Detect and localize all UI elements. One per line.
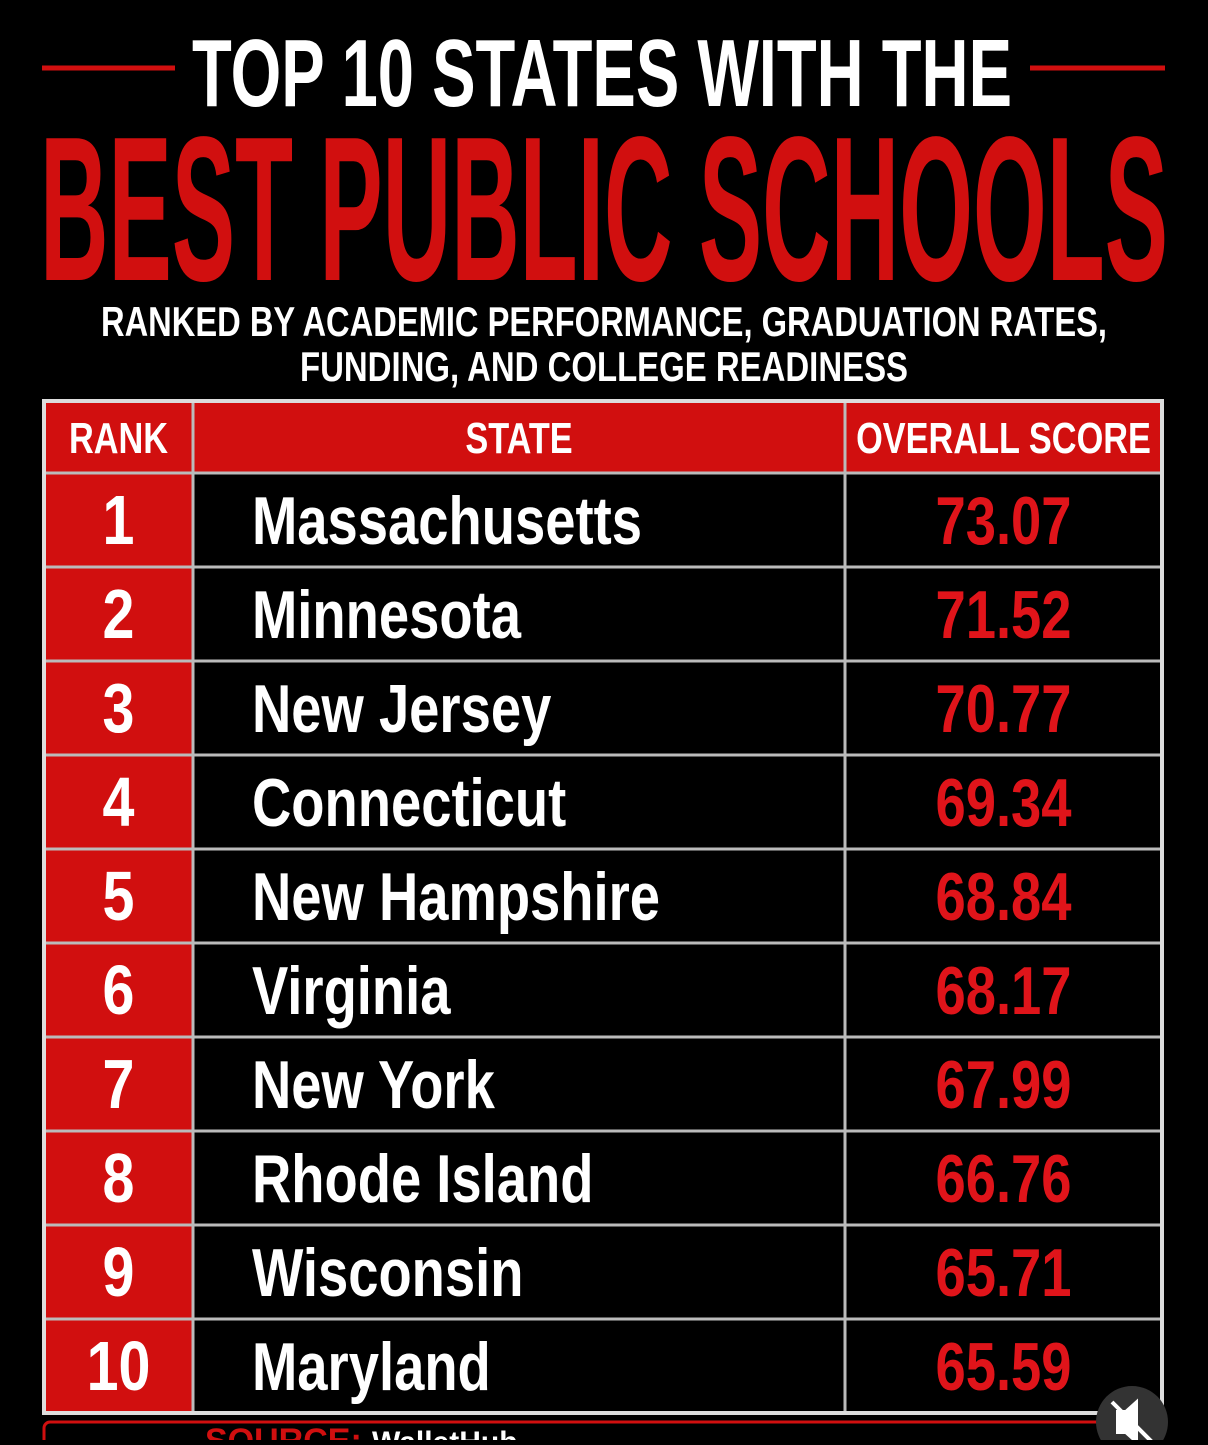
score: 67.99 (935, 1047, 1071, 1123)
rank-cell (44, 849, 193, 943)
score: 71.52 (935, 577, 1071, 653)
column-header: OVERALL SCORE (856, 414, 1151, 463)
state: Wisconsin (252, 1235, 523, 1311)
state: Maryland (252, 1329, 491, 1405)
rank: 1 (103, 481, 135, 560)
state: Rhode Island (252, 1141, 593, 1217)
source-label: SOURCE: (205, 1422, 362, 1440)
score: 66.76 (935, 1141, 1071, 1217)
score: 70.77 (935, 671, 1071, 747)
rank: 2 (103, 575, 135, 654)
title-line-2: BEST PUBLIC SCHOOLS (40, 94, 1168, 324)
state: New Hampshire (252, 859, 660, 935)
state: Massachusetts (252, 483, 642, 559)
table-frame (42, 399, 1164, 1415)
column-header: STATE (465, 414, 572, 463)
rank-cell (44, 1225, 193, 1319)
rank-cell (44, 661, 193, 755)
subtitle: FUNDING, AND COLLEGE READINESS (300, 343, 908, 390)
title-line-1: TOP 10 STATES WITH THE (192, 20, 1012, 127)
rank: 3 (103, 669, 135, 748)
subtitle: RANKED BY ACADEMIC PERFORMANCE, GRADUATI… (101, 298, 1107, 345)
state: Connecticut (252, 765, 566, 841)
score: 68.84 (935, 859, 1071, 935)
rank: 8 (103, 1139, 135, 1218)
table: RANK STATE OVERALL SCORE 1 Massachusetts 73.0… (42, 399, 1164, 1415)
state: Minnesota (252, 577, 522, 653)
rank: 10 (87, 1327, 151, 1406)
rank: 5 (103, 857, 135, 936)
score: 65.71 (935, 1235, 1071, 1311)
rank-cell (44, 1131, 193, 1225)
state: Virginia (252, 953, 451, 1029)
source: WalletHub (372, 1426, 518, 1440)
rank: 9 (103, 1233, 135, 1312)
rank-cell (44, 473, 193, 567)
rank: 4 (103, 763, 135, 842)
rank: 6 (103, 951, 135, 1030)
rank: 7 (103, 1045, 135, 1124)
header-row (44, 401, 1162, 473)
score: 73.07 (935, 483, 1071, 559)
rank-cell (44, 1319, 193, 1413)
state: New York (252, 1047, 496, 1123)
rank-cell (44, 1037, 193, 1131)
rank-cell (44, 567, 193, 661)
rank-cell (44, 755, 193, 849)
column-header: RANK (69, 414, 169, 463)
score: 68.17 (935, 953, 1071, 1029)
score: 65.59 (935, 1329, 1071, 1405)
state: New Jersey (252, 671, 551, 747)
score: 69.34 (935, 765, 1071, 841)
rank-cell (44, 943, 193, 1037)
